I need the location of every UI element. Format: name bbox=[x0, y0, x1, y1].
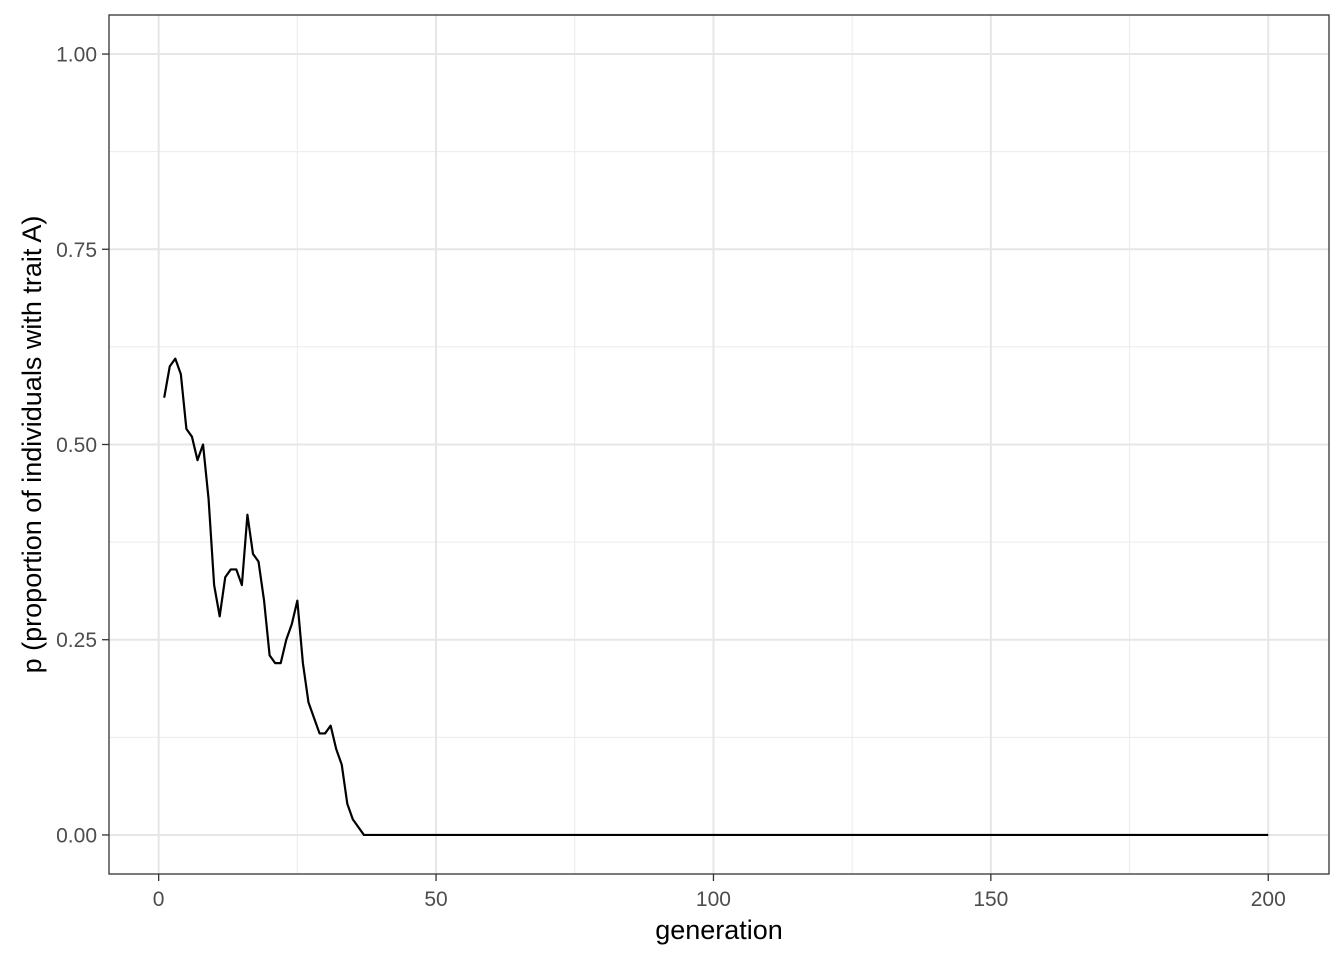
x-tick-label: 0 bbox=[153, 888, 165, 911]
y-tick-label: 0.00 bbox=[56, 824, 97, 847]
series-layer bbox=[163, 357, 1269, 837]
y-axis: 0.00 0.25 0.50 0.75 1.00 bbox=[56, 44, 109, 847]
y-tick-label: 0.25 bbox=[56, 629, 97, 652]
series-line bbox=[163, 357, 1269, 837]
x-tick-label: 100 bbox=[696, 888, 731, 911]
x-tick-label: 150 bbox=[973, 888, 1008, 911]
y-axis-title: p (proportion of individuals with trait … bbox=[17, 216, 47, 674]
x-tick-label: 50 bbox=[424, 888, 447, 911]
x-tick-label: 200 bbox=[1251, 888, 1286, 911]
y-tick-label: 0.50 bbox=[56, 434, 97, 457]
y-tick-label: 0.75 bbox=[56, 239, 97, 262]
x-axis-title: generation bbox=[655, 915, 783, 945]
x-axis: 0 50 100 150 200 bbox=[153, 874, 1286, 911]
y-tick-label: 1.00 bbox=[56, 44, 97, 67]
